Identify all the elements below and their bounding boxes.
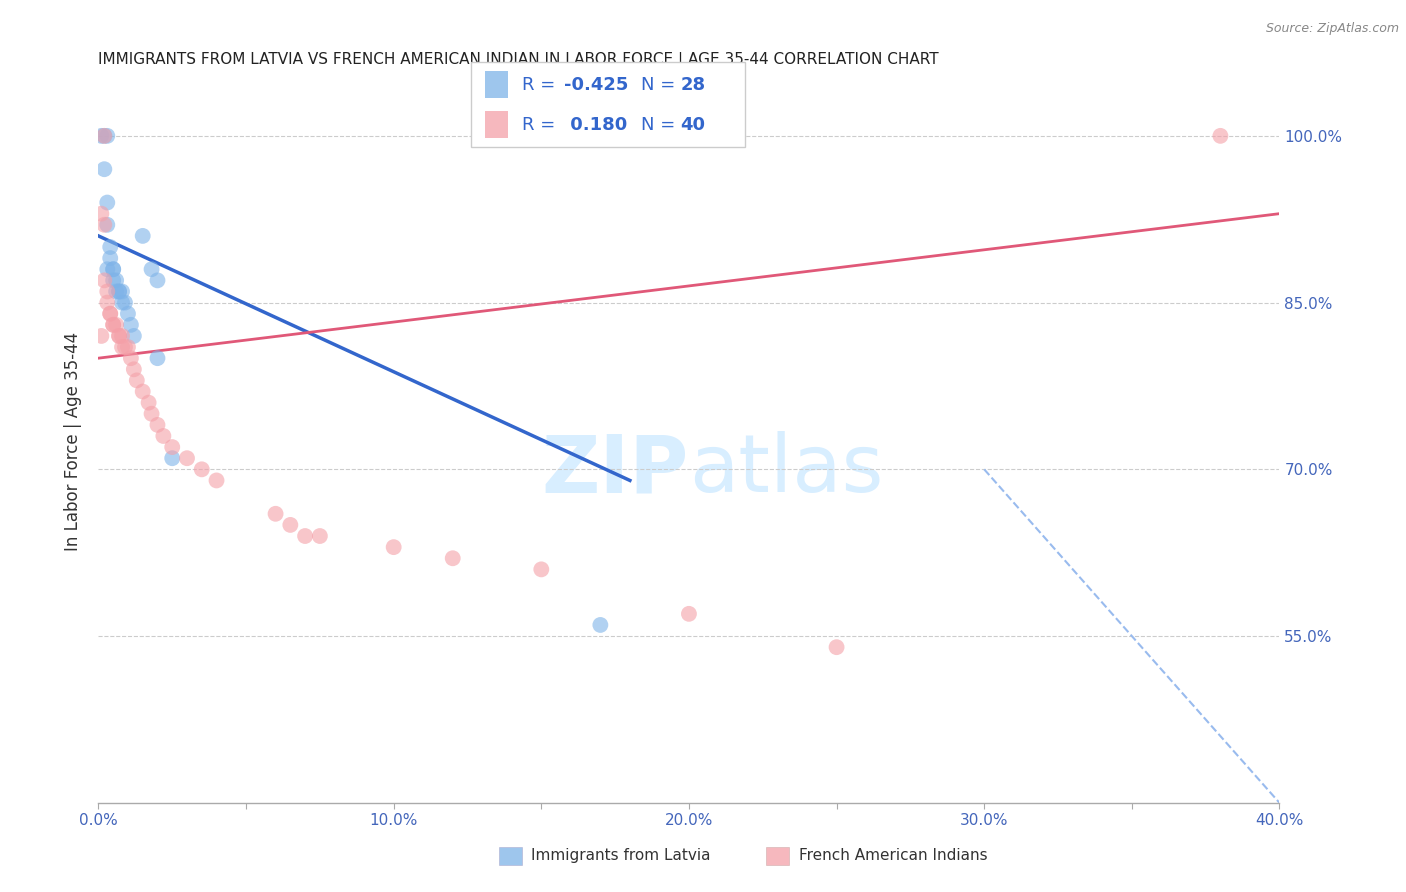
Point bbox=[117, 307, 139, 321]
Point bbox=[141, 407, 163, 421]
Point bbox=[103, 262, 125, 277]
Point bbox=[111, 340, 134, 354]
Point bbox=[122, 362, 145, 376]
Text: Source: ZipAtlas.com: Source: ZipAtlas.com bbox=[1265, 22, 1399, 36]
Text: 28: 28 bbox=[681, 76, 706, 94]
Point bbox=[132, 384, 155, 399]
Text: atlas: atlas bbox=[689, 432, 883, 509]
Point bbox=[141, 262, 163, 277]
Point bbox=[98, 307, 121, 321]
Point bbox=[264, 507, 287, 521]
Point bbox=[120, 351, 142, 366]
Point bbox=[114, 340, 136, 354]
Point bbox=[162, 440, 183, 454]
Point bbox=[103, 273, 125, 287]
Point bbox=[114, 295, 136, 310]
Point bbox=[825, 640, 848, 655]
Point bbox=[294, 529, 316, 543]
Point bbox=[152, 429, 174, 443]
Text: French American Indians: French American Indians bbox=[799, 848, 987, 863]
Point bbox=[105, 285, 128, 299]
Point bbox=[98, 251, 121, 265]
Point bbox=[108, 329, 131, 343]
Point bbox=[162, 451, 183, 466]
Point bbox=[96, 218, 118, 232]
Point bbox=[103, 318, 125, 332]
Point bbox=[108, 285, 131, 299]
Text: N =: N = bbox=[641, 76, 681, 94]
Point bbox=[96, 295, 118, 310]
Point bbox=[108, 285, 131, 299]
Point bbox=[117, 340, 139, 354]
Text: -0.425: -0.425 bbox=[564, 76, 628, 94]
Point bbox=[90, 329, 112, 343]
Point bbox=[176, 451, 198, 466]
Point bbox=[125, 373, 148, 387]
Point bbox=[205, 474, 228, 488]
Y-axis label: In Labor Force | Age 35-44: In Labor Force | Age 35-44 bbox=[65, 332, 83, 551]
Point bbox=[1209, 128, 1232, 143]
Point bbox=[90, 128, 112, 143]
Text: R =: R = bbox=[522, 116, 561, 134]
Point bbox=[96, 195, 118, 210]
Point bbox=[93, 128, 115, 143]
Point bbox=[138, 395, 160, 409]
Text: 40: 40 bbox=[681, 116, 706, 134]
Point bbox=[93, 162, 115, 177]
Point bbox=[103, 262, 125, 277]
Point bbox=[120, 318, 142, 332]
Text: N =: N = bbox=[641, 116, 681, 134]
Point bbox=[146, 273, 169, 287]
Point bbox=[122, 329, 145, 343]
Point bbox=[678, 607, 700, 621]
Text: IMMIGRANTS FROM LATVIA VS FRENCH AMERICAN INDIAN IN LABOR FORCE | AGE 35-44 CORR: IMMIGRANTS FROM LATVIA VS FRENCH AMERICA… bbox=[98, 52, 939, 68]
Text: ZIP: ZIP bbox=[541, 432, 689, 509]
Point bbox=[382, 540, 405, 554]
Point bbox=[105, 318, 128, 332]
Point bbox=[96, 128, 118, 143]
Point bbox=[111, 295, 134, 310]
Point bbox=[146, 417, 169, 432]
Point bbox=[111, 329, 134, 343]
Point bbox=[146, 351, 169, 366]
Point bbox=[98, 307, 121, 321]
Point bbox=[96, 285, 118, 299]
Point bbox=[96, 262, 118, 277]
Point bbox=[132, 228, 155, 243]
Point bbox=[93, 218, 115, 232]
Point bbox=[98, 240, 121, 254]
Text: R =: R = bbox=[522, 76, 561, 94]
Point bbox=[93, 128, 115, 143]
Point bbox=[93, 273, 115, 287]
Point bbox=[280, 517, 302, 532]
Text: 0.180: 0.180 bbox=[564, 116, 627, 134]
Point bbox=[108, 329, 131, 343]
Point bbox=[589, 618, 612, 632]
Point bbox=[90, 207, 112, 221]
Point bbox=[105, 273, 128, 287]
Point bbox=[309, 529, 332, 543]
Point bbox=[103, 318, 125, 332]
Point bbox=[530, 562, 553, 576]
Point bbox=[111, 285, 134, 299]
Point bbox=[191, 462, 214, 476]
Text: Immigrants from Latvia: Immigrants from Latvia bbox=[531, 848, 711, 863]
Point bbox=[441, 551, 464, 566]
